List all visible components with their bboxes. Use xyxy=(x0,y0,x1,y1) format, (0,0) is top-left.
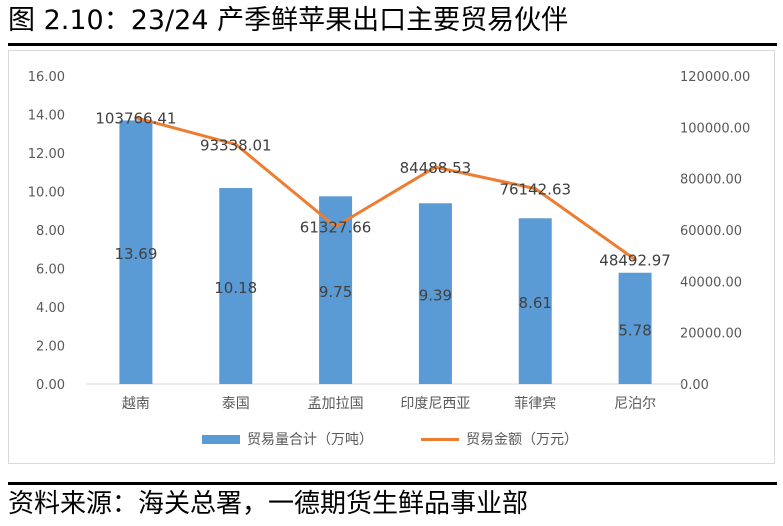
category-label: 菲律宾 xyxy=(514,396,556,412)
bar-1 xyxy=(119,120,153,384)
bar-data-label: 10.18 xyxy=(214,279,257,297)
line-data-label: 48492.97 xyxy=(599,252,671,270)
left-axis-tick-label: 12.00 xyxy=(28,147,65,162)
left-axis-tick-label: 8.00 xyxy=(36,224,65,239)
bar-data-label: 5.78 xyxy=(618,321,651,339)
right-axis-tick-label: 80000.00 xyxy=(680,173,742,188)
bar-data-label: 9.39 xyxy=(419,287,452,305)
left-axis-tick-label: 16.00 xyxy=(28,70,65,85)
line-data-label: 103766.41 xyxy=(95,110,176,128)
category-label: 泰国 xyxy=(222,396,250,412)
trade-value-line xyxy=(134,116,637,261)
line-point-5 xyxy=(533,187,537,191)
line-point-6 xyxy=(633,258,637,262)
bar-4 xyxy=(418,203,452,384)
category-label: 孟加拉国 xyxy=(308,396,364,412)
legend-line-label: 贸易金额（万元） xyxy=(466,432,578,448)
right-axis-tick-label: 20000.00 xyxy=(680,327,742,342)
category-label: 尼泊尔 xyxy=(614,396,656,412)
left-axis-tick-label: 2.00 xyxy=(36,340,65,355)
left-axis-tick-label: 6.00 xyxy=(36,263,65,278)
line-data-label: 84488.53 xyxy=(400,159,472,177)
title-rule xyxy=(8,43,777,46)
line-point-3 xyxy=(334,225,338,229)
source-rule xyxy=(8,482,777,485)
right-axis-tick-label: 100000.00 xyxy=(680,121,750,136)
bar-data-label: 9.75 xyxy=(319,283,352,301)
line-point-2 xyxy=(234,142,238,146)
right-axis-tick-label: 0.00 xyxy=(680,378,709,393)
legend-bar-swatch xyxy=(202,435,240,444)
category-label: 越南 xyxy=(122,396,150,412)
bar-5 xyxy=(518,218,552,384)
line-data-label: 76142.63 xyxy=(499,181,571,199)
line-point-4 xyxy=(433,165,437,169)
chart-frame: 0.00 2.00 4.00 6.00 8.00 10.00 12.00 14.00 16.00… xyxy=(8,50,775,464)
bar-data-label: 13.69 xyxy=(114,245,157,263)
figure-title: 图 2.10：23/24 产季鲜苹果出口主要贸易伙伴 xyxy=(8,5,569,36)
bar-6 xyxy=(618,272,652,384)
left-axis-tick-label: 0.00 xyxy=(36,378,65,393)
line-data-label: 61327.66 xyxy=(300,219,372,237)
legend-bar-label: 贸易量合计（万吨） xyxy=(247,432,373,448)
line-point-1 xyxy=(134,116,138,120)
left-axis-tick-label: 14.00 xyxy=(28,109,65,124)
right-axis-tick-label: 60000.00 xyxy=(680,224,742,239)
source-note: 资料来源：海关总署，一德期货生鲜品事业部 xyxy=(8,489,529,519)
right-axis-tick-label: 120000.00 xyxy=(680,70,750,85)
line-data-label: 93338.01 xyxy=(200,136,272,154)
bar-2 xyxy=(219,188,253,384)
left-axis-tick-label: 4.00 xyxy=(36,301,65,316)
combo-chart: 0.00 2.00 4.00 6.00 8.00 10.00 12.00 14.00 16.00… xyxy=(28,70,751,448)
right-axis-tick-label: 40000.00 xyxy=(680,275,742,290)
bar-data-label: 8.61 xyxy=(519,294,552,312)
left-axis-tick-label: 10.00 xyxy=(28,186,65,201)
category-label: 印度尼西亚 xyxy=(400,396,470,412)
